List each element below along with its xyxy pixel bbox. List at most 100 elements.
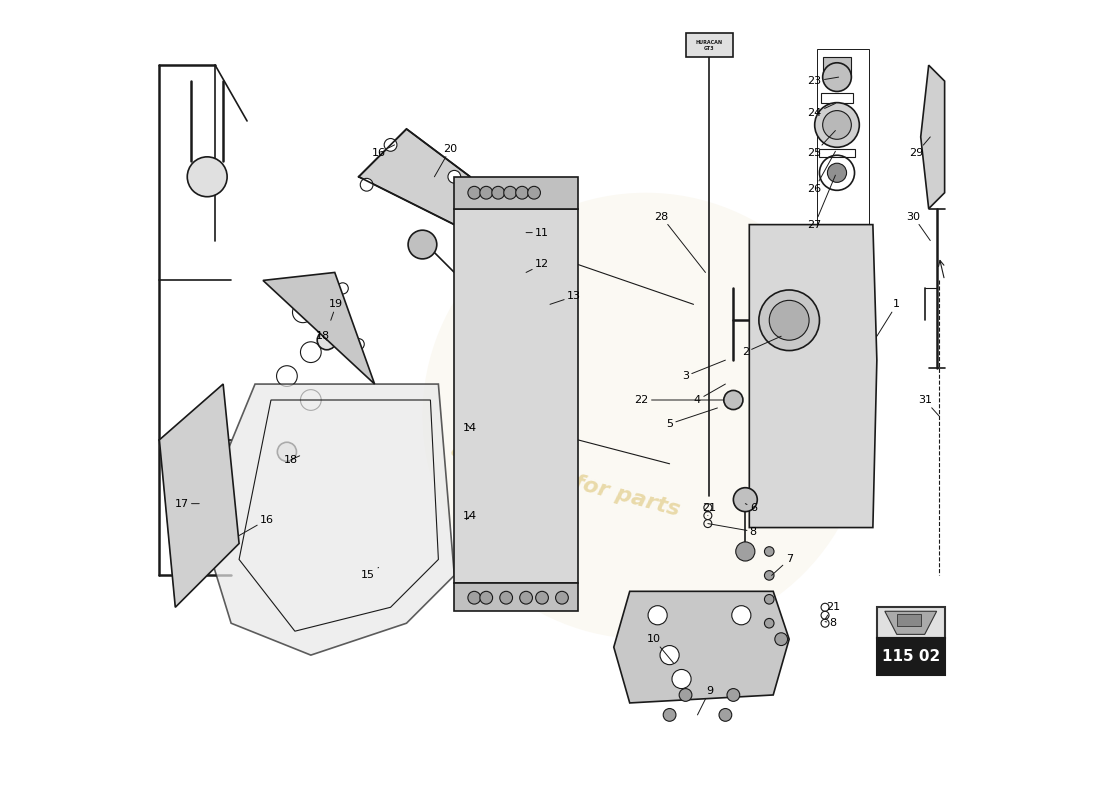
Bar [454, 583, 578, 611]
Circle shape [764, 570, 774, 580]
Circle shape [187, 157, 227, 197]
Text: 18: 18 [284, 454, 299, 465]
Circle shape [317, 330, 337, 350]
Circle shape [648, 606, 668, 625]
Circle shape [672, 670, 691, 689]
Text: 10: 10 [647, 634, 673, 663]
Text: 11: 11 [526, 227, 549, 238]
Text: 21: 21 [825, 602, 840, 619]
Polygon shape [359, 129, 471, 225]
Polygon shape [160, 384, 239, 607]
Circle shape [468, 186, 481, 199]
Text: 14: 14 [463, 423, 477, 433]
Circle shape [724, 390, 743, 410]
Bar [821, 93, 852, 102]
Text: 2: 2 [741, 336, 781, 357]
Circle shape [492, 186, 505, 199]
Circle shape [361, 178, 373, 191]
Circle shape [823, 62, 851, 91]
Circle shape [734, 488, 757, 512]
Circle shape [277, 442, 297, 462]
Circle shape [827, 163, 847, 182]
Circle shape [815, 102, 859, 147]
Text: 115 02: 115 02 [881, 649, 939, 664]
Bar [685, 34, 734, 57]
Bar [877, 607, 945, 638]
Circle shape [293, 302, 314, 322]
Text: a passion for parts: a passion for parts [450, 439, 682, 520]
Circle shape [468, 591, 481, 604]
Text: HURACAN
GT3: HURACAN GT3 [696, 40, 723, 50]
Text: 18: 18 [316, 331, 330, 342]
Circle shape [519, 591, 532, 604]
Polygon shape [749, 225, 877, 527]
Circle shape [764, 594, 774, 604]
Circle shape [499, 591, 513, 604]
Bar [898, 614, 921, 626]
Circle shape [384, 138, 397, 151]
Polygon shape [263, 273, 375, 384]
Circle shape [663, 709, 676, 722]
Circle shape [679, 689, 692, 702]
Text: 8: 8 [825, 618, 837, 628]
Text: 17: 17 [175, 498, 199, 509]
Circle shape [337, 283, 349, 294]
Text: 16: 16 [239, 514, 274, 535]
Circle shape [528, 186, 540, 199]
Circle shape [480, 186, 493, 199]
Text: 25: 25 [807, 130, 835, 158]
Polygon shape [884, 611, 937, 634]
Polygon shape [199, 384, 454, 655]
Bar [817, 50, 869, 249]
Circle shape [300, 342, 321, 362]
Bar [454, 177, 578, 209]
Circle shape [736, 542, 755, 561]
Text: 30: 30 [906, 212, 931, 241]
Text: 24: 24 [807, 103, 835, 118]
Circle shape [764, 618, 774, 628]
Circle shape [556, 591, 569, 604]
Circle shape [660, 646, 679, 665]
Circle shape [759, 290, 820, 350]
Text: 27: 27 [807, 175, 835, 230]
Text: 26: 26 [807, 151, 835, 194]
Circle shape [422, 193, 869, 639]
Circle shape [823, 110, 851, 139]
Text: 16: 16 [372, 145, 395, 158]
Circle shape [353, 338, 364, 350]
Text: 3: 3 [682, 360, 725, 381]
Circle shape [408, 230, 437, 259]
Text: 20: 20 [434, 144, 458, 177]
Circle shape [774, 633, 788, 646]
Text: 6: 6 [746, 502, 757, 513]
Bar [877, 638, 945, 675]
Circle shape [516, 186, 528, 199]
Text: 14: 14 [463, 510, 477, 521]
Circle shape [448, 170, 461, 183]
Text: 4: 4 [694, 384, 725, 405]
Text: 12: 12 [526, 259, 549, 273]
Text: 29: 29 [910, 137, 931, 158]
Circle shape [300, 390, 321, 410]
Circle shape [504, 186, 517, 199]
Text: 5: 5 [667, 408, 717, 429]
Text: 21: 21 [703, 502, 716, 515]
Bar [820, 149, 855, 157]
Text: 7: 7 [771, 554, 793, 575]
Text: 8: 8 [708, 523, 757, 537]
Circle shape [480, 591, 493, 604]
Circle shape [732, 606, 751, 625]
Text: 31: 31 [917, 395, 939, 416]
Circle shape [727, 689, 739, 702]
Text: 9: 9 [697, 686, 713, 715]
Text: 22: 22 [635, 395, 724, 405]
Circle shape [719, 709, 732, 722]
Text: 23: 23 [807, 76, 838, 86]
Circle shape [536, 591, 549, 604]
Text: 13: 13 [550, 291, 581, 304]
Text: 1: 1 [877, 299, 900, 336]
Polygon shape [614, 591, 789, 703]
Bar [823, 57, 851, 77]
Text: 28: 28 [654, 212, 705, 273]
Circle shape [276, 366, 297, 386]
